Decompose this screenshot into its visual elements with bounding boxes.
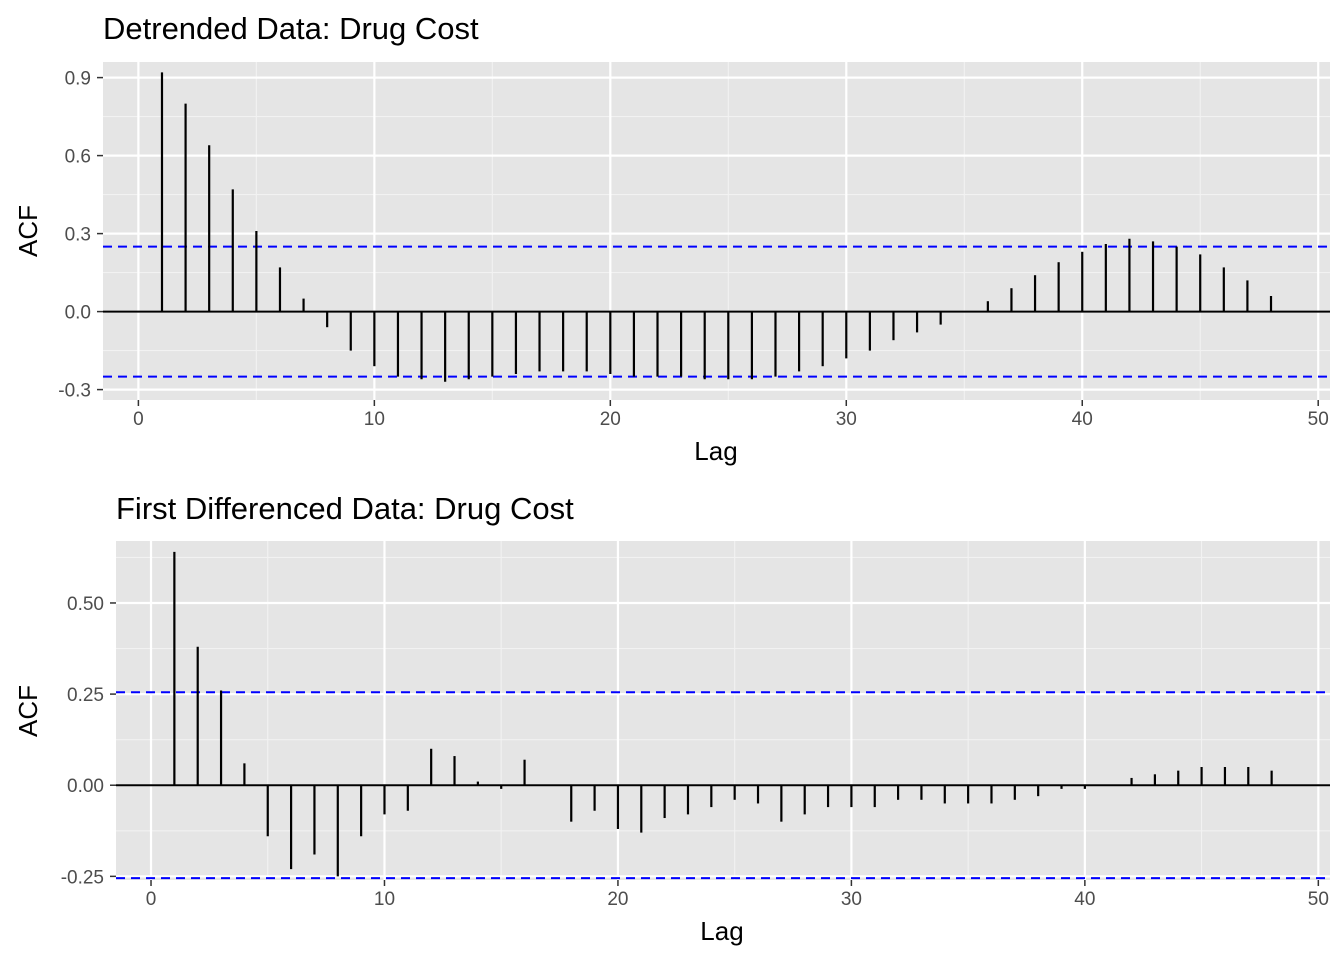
- y-tick-label: 0.50: [67, 594, 104, 615]
- x-tick-label: 50: [1308, 889, 1329, 910]
- y-axis-ticks: -0.3 0.0 0.3 0.6 0.9: [58, 69, 103, 402]
- x-tick-label: 10: [374, 889, 395, 910]
- y-tick-label: 0.0: [65, 303, 91, 324]
- differenced-acf-panel: First Differenced Data: Drug Cost -0.25 0…: [13, 491, 1330, 946]
- x-axis-title: Lag: [700, 916, 743, 946]
- acf-bars: [103, 72, 1330, 382]
- y-tick-label: -0.25: [61, 867, 104, 888]
- y-tick-label: -0.3: [58, 381, 91, 402]
- x-axis-ticks: 0 10 20 30 40 50: [133, 400, 1329, 430]
- y-tick-label: 0.9: [65, 69, 91, 90]
- x-tick-label: 20: [607, 889, 628, 910]
- x-tick-label: 40: [1072, 409, 1093, 430]
- y-tick-label: 0.25: [67, 685, 104, 706]
- plot-background: [116, 541, 1330, 880]
- y-axis-ticks: -0.25 0.00 0.25 0.50: [61, 594, 116, 888]
- x-tick-label: 0: [133, 409, 144, 430]
- plot-background: [103, 62, 1330, 400]
- x-tick-label: 50: [1308, 409, 1329, 430]
- x-axis-ticks: 0 10 20 30 40 50: [146, 880, 1329, 910]
- x-axis-title: Lag: [694, 436, 737, 466]
- chart-title: Detrended Data: Drug Cost: [103, 11, 479, 46]
- y-axis-title: ACF: [13, 685, 43, 737]
- detrended-acf-panel: Detrended Data: Drug Cost -0.3 0.0 0.3 0.6 0…: [13, 11, 1330, 466]
- x-tick-label: 10: [364, 409, 385, 430]
- x-tick-label: 30: [836, 409, 857, 430]
- x-tick-label: 30: [841, 889, 862, 910]
- y-axis-title: ACF: [13, 205, 43, 257]
- x-tick-label: 40: [1074, 889, 1095, 910]
- chart-title: First Differenced Data: Drug Cost: [116, 491, 574, 526]
- x-tick-label: 20: [600, 409, 621, 430]
- y-tick-label: 0.3: [65, 225, 91, 246]
- y-tick-label: 0.6: [65, 147, 91, 168]
- x-tick-label: 0: [146, 889, 157, 910]
- y-tick-label: 0.00: [67, 776, 104, 797]
- acf-bars: [116, 551, 1330, 880]
